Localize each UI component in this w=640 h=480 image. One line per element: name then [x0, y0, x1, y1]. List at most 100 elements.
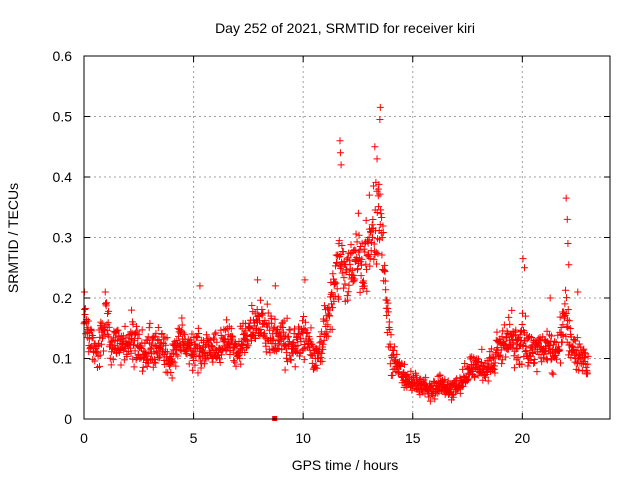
data-point: [338, 242, 346, 250]
data-point: [299, 317, 307, 325]
data-point: [299, 345, 307, 353]
data-point: [331, 280, 339, 288]
data-point: [248, 301, 256, 309]
data-point: [493, 328, 501, 336]
data-point: [498, 333, 506, 341]
data-point: [284, 333, 292, 341]
data-point: [113, 327, 121, 335]
data-point: [381, 268, 389, 276]
data-point: [471, 373, 479, 381]
data-point: [283, 314, 291, 322]
data-point: [232, 362, 240, 370]
data-point: [163, 334, 171, 342]
data-point: [508, 306, 516, 314]
data-point: [145, 359, 153, 367]
data-point: [580, 345, 588, 353]
data-point: [562, 194, 570, 202]
data-point: [320, 336, 328, 344]
data-point: [354, 209, 362, 217]
data-point: [525, 352, 533, 360]
data-point: [374, 185, 382, 193]
data-point: [121, 322, 129, 330]
data-point: [117, 361, 125, 369]
data-point: [531, 359, 539, 367]
data-point: [447, 386, 455, 394]
data-point: [120, 346, 128, 354]
data-point: [196, 282, 204, 290]
data-point: [481, 372, 489, 380]
data-point: [519, 309, 527, 317]
data-point: [127, 328, 135, 336]
data-point: [95, 362, 103, 370]
data-point: [268, 319, 276, 327]
data-point: [469, 368, 477, 376]
data-point: [386, 340, 394, 348]
data-point: [140, 347, 148, 355]
data-point: [390, 343, 398, 351]
data-point: [117, 345, 125, 353]
data-point: [505, 313, 513, 321]
data-point: [128, 306, 136, 314]
data-point: [491, 369, 499, 377]
data-point: [366, 262, 374, 270]
data-point: [87, 327, 95, 335]
data-point: [154, 324, 162, 332]
data-point: [107, 338, 115, 346]
data-point: [85, 348, 93, 356]
data-point: [529, 349, 537, 357]
data-point: [484, 377, 492, 385]
data-point: [266, 326, 274, 334]
data-point: [97, 318, 105, 326]
data-point: [362, 216, 370, 224]
data-point: [318, 349, 326, 357]
data-point: [404, 370, 412, 378]
data-point: [318, 357, 326, 365]
data-point: [407, 367, 415, 375]
data-point: [514, 353, 522, 361]
data-point: [146, 319, 154, 327]
data-point: [232, 339, 240, 347]
data-point: [564, 316, 572, 324]
data-point: [378, 251, 386, 259]
data-point: [238, 340, 246, 348]
data-point: [136, 355, 144, 363]
data-point: [162, 341, 170, 349]
data-point: [150, 333, 158, 341]
data-point: [496, 351, 504, 359]
data-point: [397, 362, 405, 370]
y-axis-label: SRMTID / TECUs: [5, 183, 21, 293]
data-point: [564, 305, 572, 313]
data-point: [324, 332, 332, 340]
data-point: [548, 369, 556, 377]
x-tick-label: 0: [80, 430, 88, 446]
data-point: [584, 360, 592, 368]
data-point: [376, 103, 384, 111]
data-point: [348, 267, 356, 275]
data-point: [174, 352, 182, 360]
data-point: [364, 239, 372, 247]
data-point: [154, 337, 162, 345]
data-point: [562, 286, 570, 294]
data-point: [556, 313, 564, 321]
data-point: [123, 352, 131, 360]
data-point: [459, 365, 467, 373]
data-point: [575, 366, 583, 374]
data-point: [347, 241, 355, 249]
data-point: [510, 352, 518, 360]
data-point: [538, 358, 546, 366]
data-point: [491, 362, 499, 370]
data-point: [81, 304, 89, 312]
y-tick-label: 0.2: [53, 290, 73, 306]
data-point: [370, 240, 378, 248]
data-point: [546, 294, 554, 302]
data-point: [183, 350, 191, 358]
data-point: [518, 320, 526, 328]
data-point: [357, 261, 365, 269]
data-point: [491, 359, 499, 367]
data-point: [216, 355, 224, 363]
data-point: [331, 292, 339, 300]
data-point: [381, 277, 389, 285]
data-point: [291, 363, 299, 371]
data-point: [200, 360, 208, 368]
